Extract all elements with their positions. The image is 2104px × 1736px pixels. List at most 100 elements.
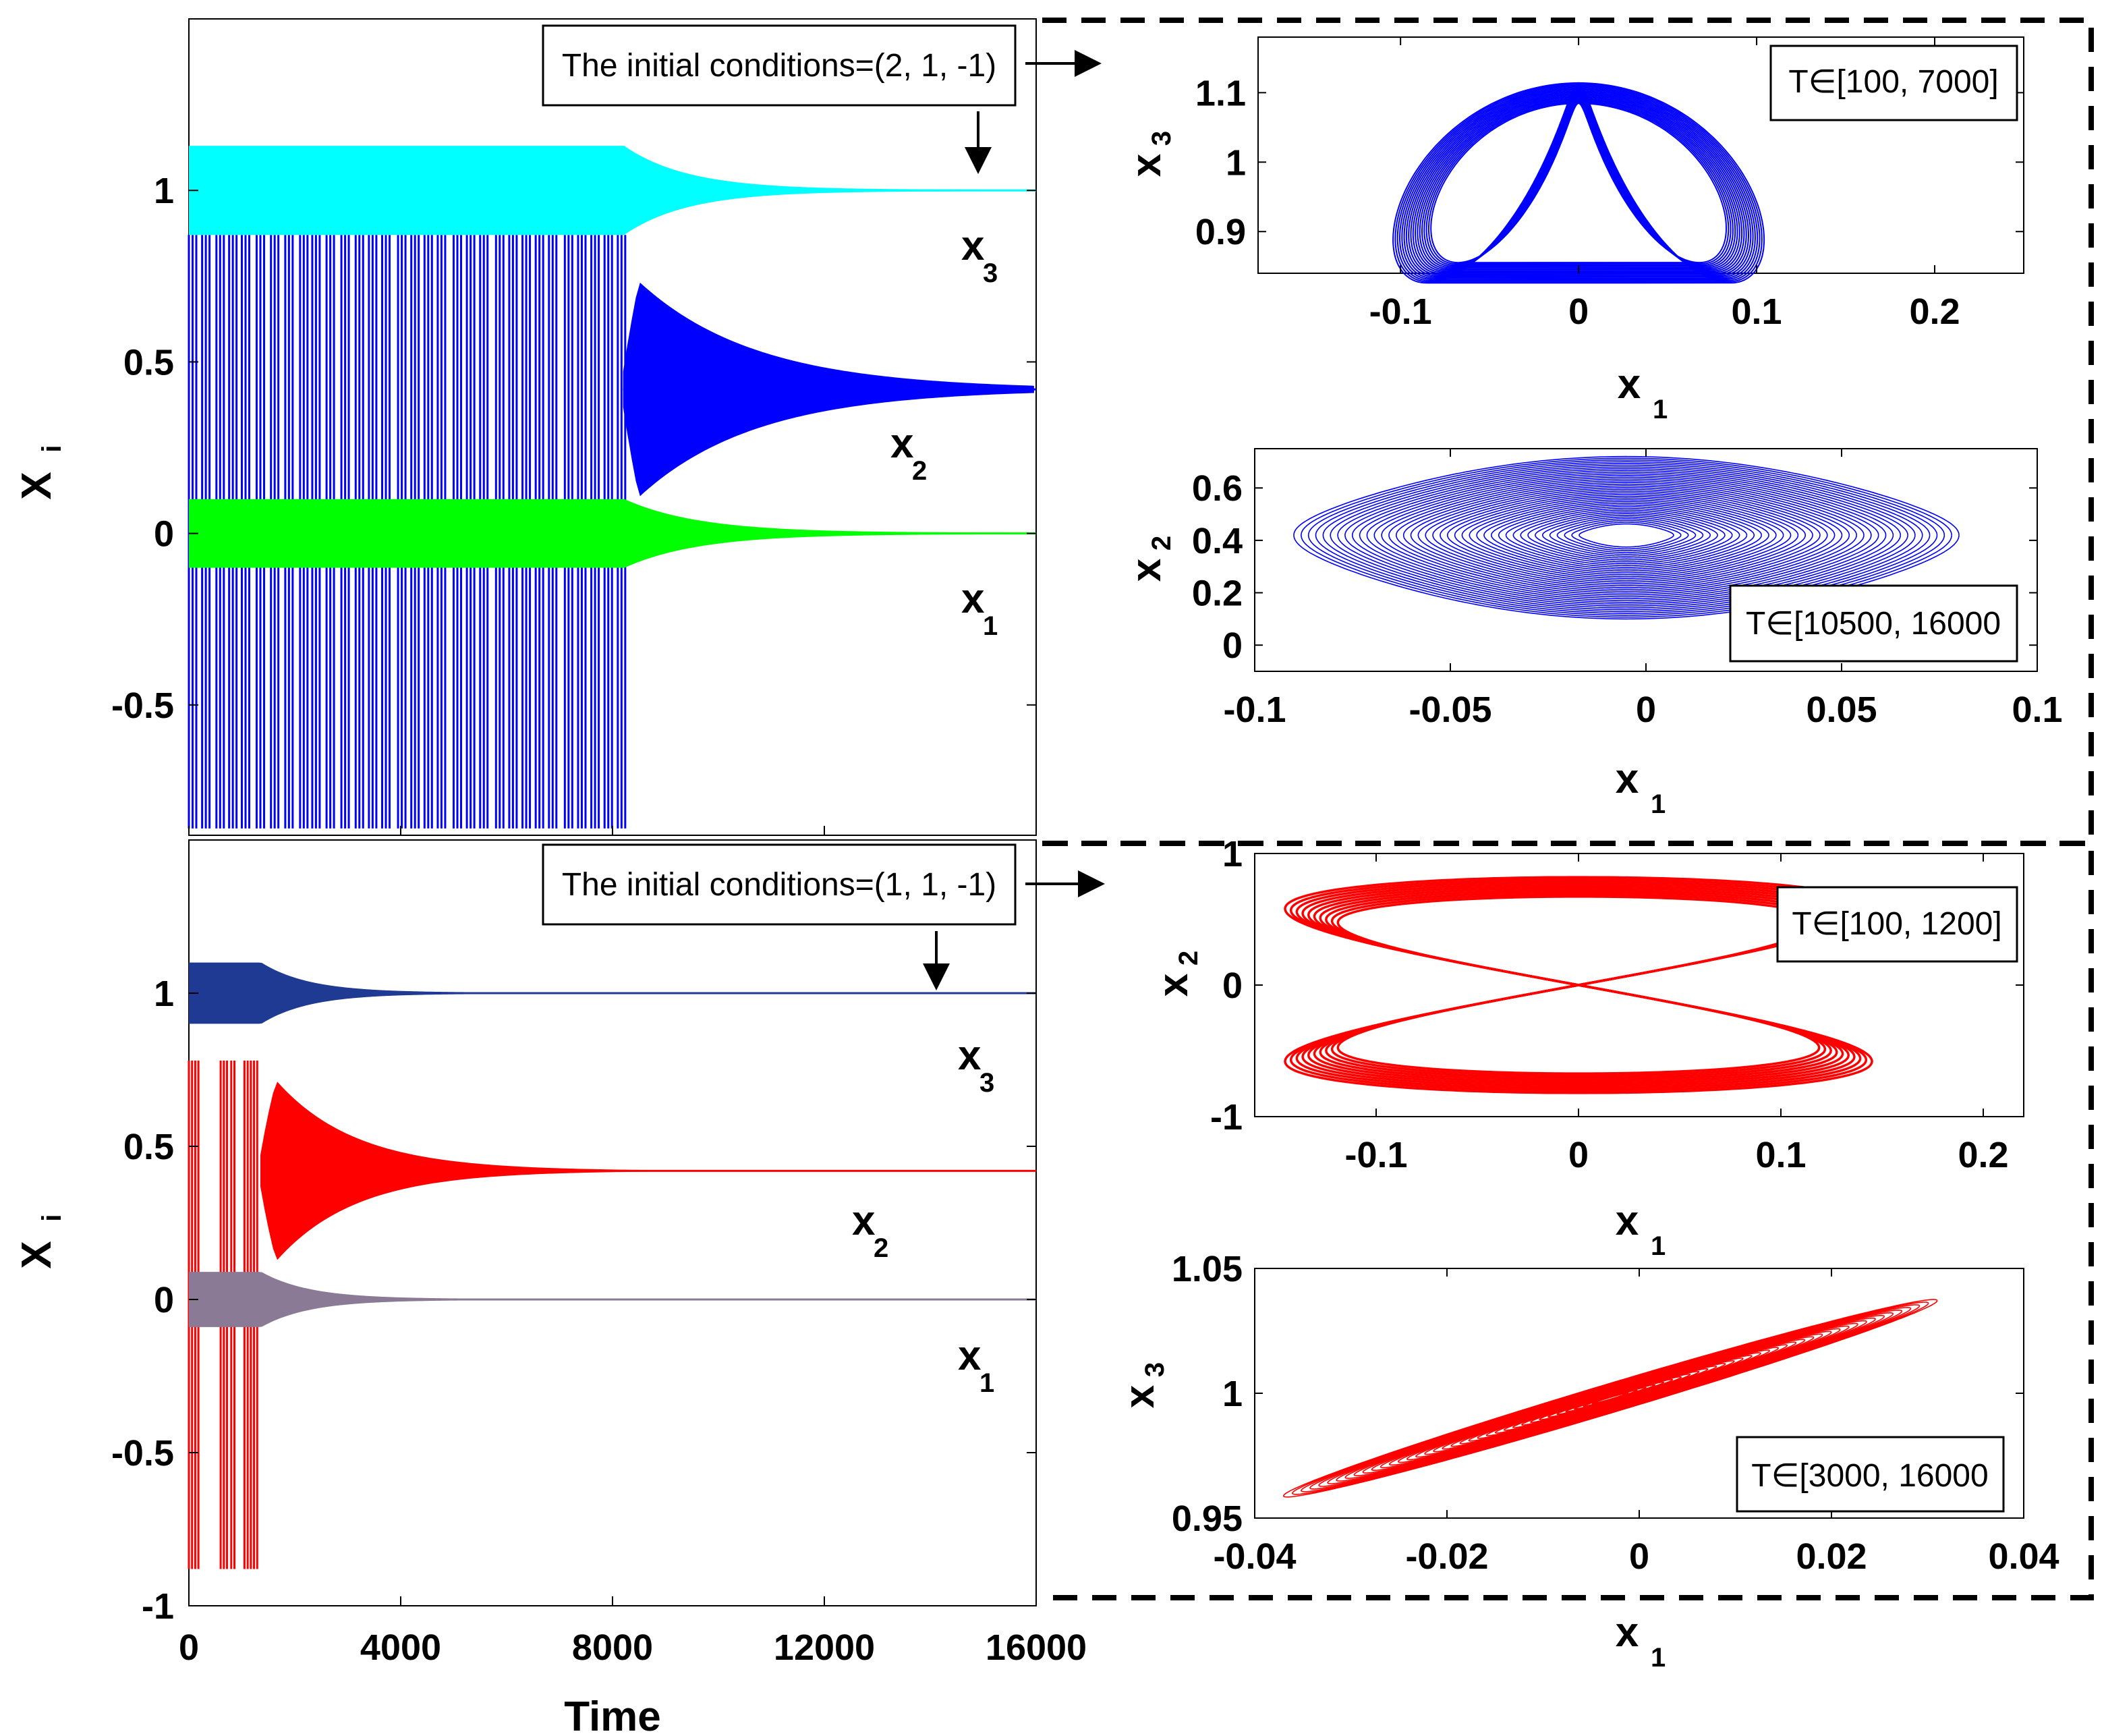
legend-text: T∈[10500, 16000 [1746, 606, 2001, 642]
y-tick-label: 0 [1222, 965, 1243, 1006]
annotation-initial-conditions: The initial conditions=(2, 1, -1) [542, 24, 1017, 107]
orbit-curve [1505, 506, 1748, 566]
x-tick-label: 0.05 [1806, 690, 1877, 730]
x-tick-label: 0 [1568, 291, 1589, 332]
orbit-curve [1405, 89, 1752, 277]
y-axis-label: X [13, 472, 60, 499]
y-axis-label-sub: i [37, 445, 67, 452]
orbit-curve [1415, 94, 1743, 272]
annotation-box [542, 24, 1017, 107]
orbit-curve [1388, 478, 1865, 596]
y-tick-label: 0.6 [1192, 468, 1243, 509]
x-tick-label: -0.05 [1409, 690, 1491, 730]
series-label-x1-sub: 1 [979, 1368, 994, 1398]
x-axis-label-sub: 1 [1651, 789, 1666, 819]
x-tick-label: -0.04 [1213, 1536, 1296, 1577]
series-label-x1-main: x [958, 1333, 982, 1379]
x-tick-label: 0.2 [1909, 291, 1960, 332]
series-label-x1-sub: 1 [983, 611, 998, 641]
series-label-x2-main: x [890, 420, 914, 467]
x-axis-label: Time [564, 1693, 661, 1736]
orbit-curve [1571, 522, 1682, 550]
y-axis-label-sub: 3 [1147, 131, 1176, 146]
plot-frame [188, 839, 1037, 1606]
x-tick-label: 16000 [986, 1627, 1087, 1668]
series-label-x3: x 3 [961, 223, 998, 288]
phase-x1-x2-top: -0.1 -0.05 0 0.05 0.1 0.6 0.4 0.2 0 T∈[10500, 16… [1123, 448, 2063, 819]
orbit-curve [1535, 513, 1718, 559]
y-axis-label-main: X [13, 1241, 60, 1268]
orbit-curve [1542, 515, 1711, 557]
x-tick-label: -0.1 [1223, 690, 1286, 730]
orbit-curve [1483, 501, 1769, 572]
orbit-curve [1498, 504, 1755, 568]
y-tick-label: 0.5 [123, 1127, 174, 1167]
legend-text: T∈[3000, 16000 [1751, 1458, 1988, 1494]
series-label-x3-sub: 3 [983, 258, 998, 288]
phase-x1-x3-bottom: -0.04 -0.02 0 0.02 0.04 1.05 1 0.95 T∈[3000, 16… [1116, 1249, 2059, 1673]
annotation-text: The initial conditions=(1, 1, -1) [562, 867, 996, 903]
x-axis-label: x [1618, 361, 1641, 408]
orbit-curve [1410, 92, 1747, 275]
annotation-text: The initial conditions=(2, 1, -1) [562, 48, 996, 84]
orbit-curve [1423, 99, 1734, 267]
x-axis-label-sub: 1 [1651, 1643, 1666, 1673]
x-tick-label: 0.1 [2012, 690, 2062, 730]
x-tick-label: 0 [1629, 1536, 1649, 1577]
orbit-curve [1395, 480, 1857, 594]
y-tick-label: -0.5 [111, 685, 174, 726]
timeseries-bottom: 10.50-0.5-10 4000 8000 12000 16000 X i Time … [13, 839, 1105, 1736]
series-label-x1: x 1 [961, 576, 998, 641]
y-tick-label: 0.9 [1195, 212, 1246, 252]
y-tick-label: 1 [1226, 142, 1246, 183]
y-axis-label: X [13, 1241, 60, 1268]
y-tick-label: -1 [1210, 1097, 1243, 1138]
x-axis-label-sub: 1 [1653, 395, 1668, 424]
y-tick-label: 0.95 [1172, 1499, 1243, 1539]
orbit-curve [1454, 494, 1799, 579]
orbit-curve [1425, 100, 1732, 266]
orbit-curve [1461, 495, 1792, 578]
orbit-curve [1394, 83, 1763, 283]
x-tick-label: -0.1 [1369, 291, 1432, 332]
orbit-curve [1520, 509, 1733, 563]
phase-x1-x2-top-ticks: -0.1 -0.05 0 0.05 0.1 0.6 0.4 0.2 0 [1192, 449, 2063, 730]
x-tick-label: 0 [1568, 1135, 1589, 1175]
y-axis-label: x [1123, 153, 1170, 177]
series-label-x2: x 2 [852, 1198, 888, 1263]
annotation-box [542, 843, 1017, 926]
y-tick-label: 1 [154, 974, 174, 1014]
y-tick-label: 0.2 [1192, 573, 1243, 614]
timeseries-bottom-ticks: 10.50-0.5-10 4000 8000 12000 16000 [111, 974, 1087, 1668]
orbit-curve [1469, 497, 1784, 576]
orbit-curve [1549, 516, 1704, 555]
orbit-curve [1556, 518, 1697, 553]
orbit-curve [1403, 88, 1754, 278]
y-tick-label: 1.05 [1172, 1249, 1243, 1289]
orbit-curve [1432, 488, 1821, 585]
orbit-curve [1408, 90, 1749, 276]
series-label-x2: x 2 [890, 420, 927, 486]
x-tick-label: 0.02 [1796, 1536, 1867, 1577]
x-tick-label: 0.04 [1988, 1536, 2059, 1577]
y-tick-label: 1 [1222, 1374, 1243, 1414]
legend-text: T∈[100, 1200] [1792, 906, 2001, 942]
annotation-initial-conditions: The initial conditions=(1, 1, -1) [542, 843, 1017, 926]
orbit-curve [1425, 487, 1828, 587]
x-tick-label: -0.02 [1405, 1536, 1488, 1577]
timeseries-bottom-data [188, 962, 1036, 1569]
timeseries-top: 1 0.5 0 -0.5 X i x 3 x 2 x 1 The initial co… [13, 18, 1102, 836]
x-tick-label: -0.1 [1344, 1135, 1407, 1175]
y-axis-label: x [1150, 973, 1197, 997]
series-label-x3-main: x [961, 223, 985, 269]
legend-box [1769, 45, 2018, 121]
x-tick-label: 0.2 [1958, 1135, 2008, 1175]
y-tick-label: 1 [154, 171, 174, 211]
x-tick-label: 4000 [360, 1627, 441, 1668]
orbit-curve [1440, 491, 1813, 583]
y-tick-label: 1 [1222, 834, 1243, 874]
orbit-curve [1527, 511, 1726, 561]
y-tick-label: 0.5 [123, 342, 174, 383]
legend-box [1776, 886, 2018, 963]
orbit-curve [1396, 84, 1761, 281]
